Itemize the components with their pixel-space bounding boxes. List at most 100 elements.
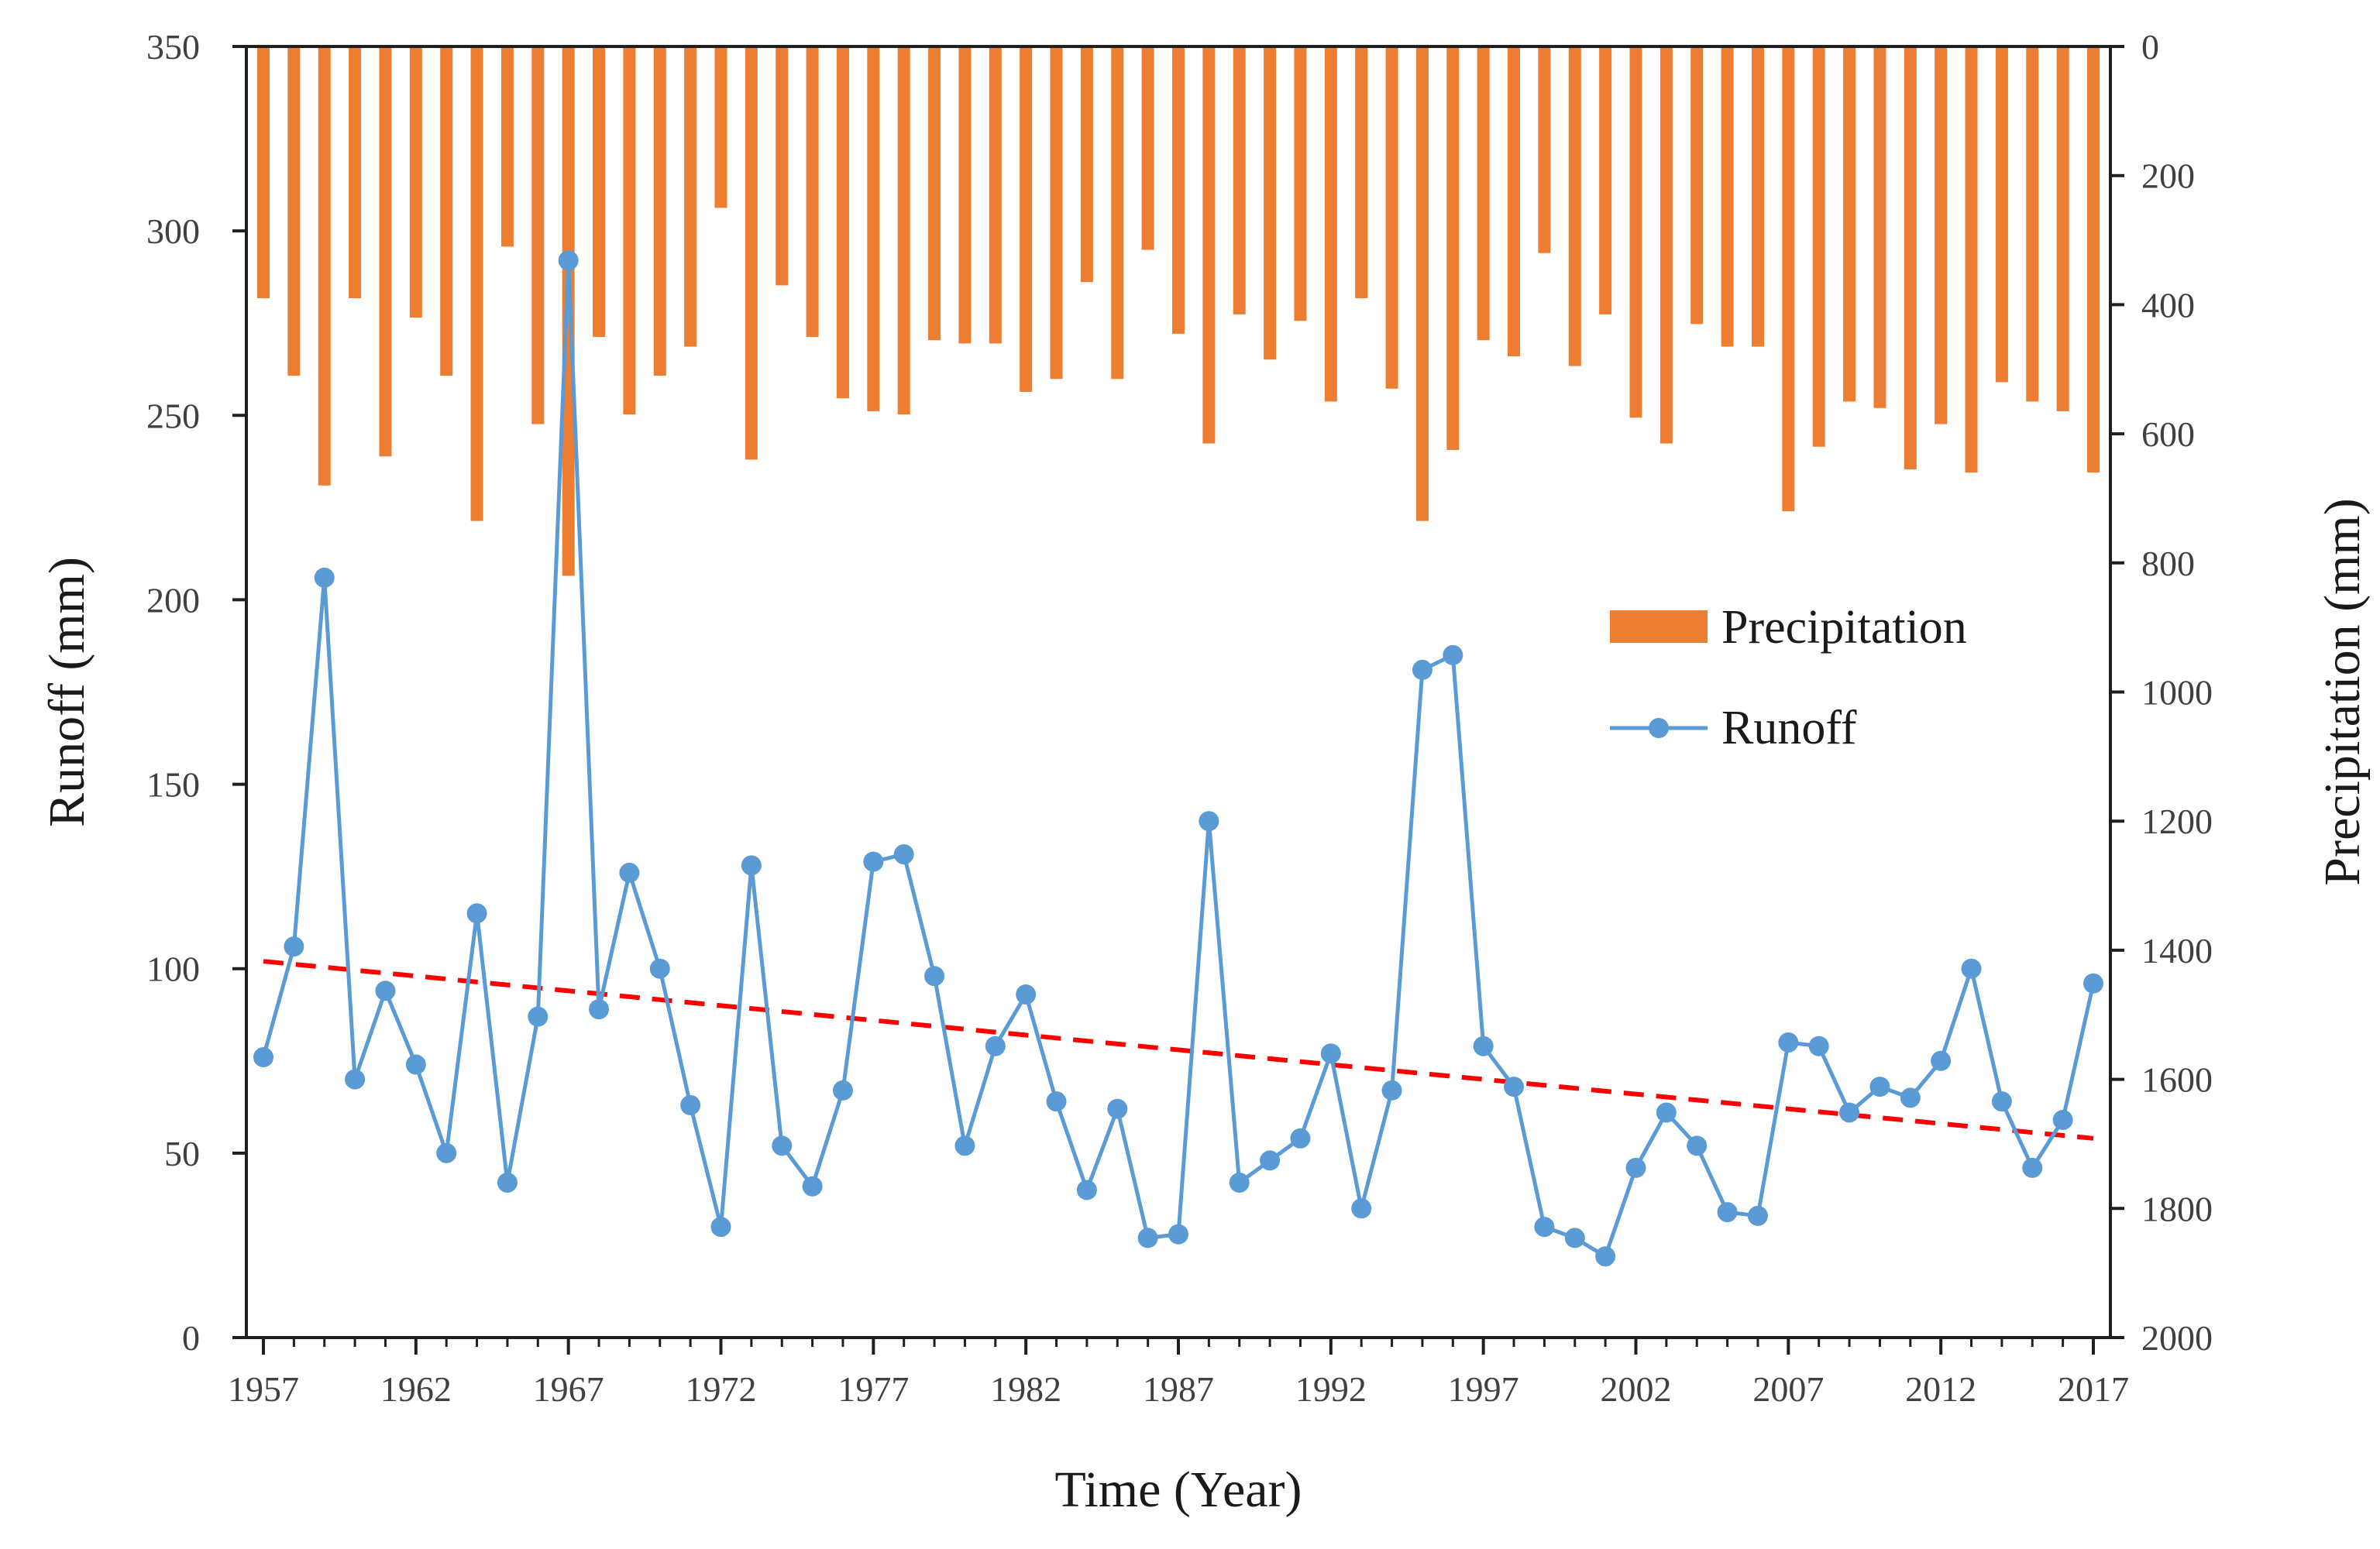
y-left-tick-label: 150 <box>146 765 200 805</box>
runoff-point-1959 <box>314 567 335 588</box>
precipitation-bar-2010 <box>1873 46 1886 408</box>
precipitation-bar-1979 <box>928 46 941 341</box>
y-left-tick-label: 200 <box>146 580 200 620</box>
precipitation-bar-1958 <box>287 46 301 376</box>
precipitation-bar-1972 <box>714 46 727 208</box>
precipitation-bar-1983 <box>1050 46 1063 380</box>
precipitation-bar-2002 <box>1629 46 1642 418</box>
runoff-point-2007 <box>1778 1032 1799 1053</box>
y-right-tick-label: 200 <box>2141 156 2195 196</box>
x-tick-label: 1977 <box>837 1369 909 1409</box>
y-right-axis-title: Precipitation (mm) <box>2314 498 2371 885</box>
runoff-point-1979 <box>924 966 945 987</box>
legend-precipitation-label: Precipitation <box>1721 601 1967 654</box>
runoff-point-1972 <box>710 1217 731 1238</box>
x-tick-label: 2002 <box>1601 1369 1672 1409</box>
precipitation-bar-1997 <box>1477 46 1490 341</box>
precipitation-bar-2000 <box>1568 46 1581 366</box>
runoff-point-1976 <box>832 1080 853 1101</box>
runoff-point-1968 <box>589 999 610 1020</box>
x-tick-label: 1992 <box>1295 1369 1367 1409</box>
runoff-point-1981 <box>985 1036 1006 1056</box>
precipitation-bar-1999 <box>1538 46 1551 253</box>
runoff-point-1983 <box>1046 1091 1067 1112</box>
runoff-point-2016 <box>2052 1109 2073 1130</box>
y-left-tick-label: 300 <box>146 211 200 251</box>
precipitation-bar-1962 <box>409 46 422 318</box>
precipitation-bar-2006 <box>1751 46 1764 347</box>
runoff-point-2010 <box>1869 1077 1890 1097</box>
x-axis-title: Time (Year) <box>1054 1461 1302 1518</box>
runoff-point-1995 <box>1412 659 1432 680</box>
precipitation-bar-1984 <box>1080 46 1093 283</box>
precipitation-bar-2017 <box>2087 46 2100 473</box>
precipitation-bar-1998 <box>1508 46 1521 357</box>
precipitation-bar-1985 <box>1111 46 1124 380</box>
precipitation-bar-1992 <box>1324 46 1337 402</box>
precipitation-bar-1960 <box>349 46 362 299</box>
precipitation-bar-1994 <box>1385 46 1398 389</box>
y-right-tick-label: 2000 <box>2141 1318 2213 1358</box>
runoff-point-2005 <box>1717 1202 1738 1223</box>
runoff-point-2011 <box>1900 1087 1921 1108</box>
runoff-point-1994 <box>1381 1080 1402 1101</box>
runoff-point-1989 <box>1229 1172 1250 1193</box>
runoff-point-1973 <box>741 855 762 876</box>
runoff-trend-layer <box>263 959 2094 1141</box>
runoff-point-2012 <box>1931 1050 1952 1071</box>
precipitation-bar-1981 <box>989 46 1002 344</box>
legend-runoff-label: Runoff <box>1721 702 1857 754</box>
runoff-point-1962 <box>405 1054 426 1075</box>
runoff-point-1997 <box>1473 1036 1494 1056</box>
precipitation-bar-1987 <box>1172 46 1185 334</box>
precipitation-bar-1959 <box>318 46 331 486</box>
runoff-point-1965 <box>497 1172 518 1193</box>
precipitation-bar-1988 <box>1202 46 1216 444</box>
precipitation-bar-2008 <box>1812 46 1825 447</box>
precipitation-bar-1980 <box>958 46 972 344</box>
runoff-point-1971 <box>680 1094 701 1115</box>
runoff-point-1963 <box>436 1142 457 1163</box>
x-tick-label: 1962 <box>380 1369 452 1409</box>
runoff-point-1977 <box>863 851 884 872</box>
precipitation-bar-1978 <box>897 46 910 415</box>
precipitation-bar-1969 <box>623 46 636 415</box>
precipitation-bar-1967 <box>562 46 575 576</box>
precipitation-bar-1995 <box>1415 46 1429 521</box>
y-right-tick-label: 0 <box>2141 27 2159 67</box>
y-right-tick-label: 800 <box>2141 544 2195 583</box>
runoff-point-1969 <box>619 862 640 883</box>
runoff-point-2000 <box>1564 1228 1585 1248</box>
precipitation-bar-1990 <box>1264 46 1277 360</box>
runoff-point-1961 <box>375 981 396 1001</box>
y-left-tick-label: 350 <box>146 27 200 67</box>
precipitation-bar-1961 <box>379 46 392 457</box>
runoff-point-1980 <box>954 1135 975 1156</box>
precipitation-bar-1982 <box>1020 46 1033 392</box>
x-tick-label: 2007 <box>1752 1369 1824 1409</box>
precipitation-bar-1975 <box>806 46 819 338</box>
precipitation-bar-1970 <box>653 46 666 376</box>
x-tick-label: 1972 <box>686 1369 757 1409</box>
y-right-tick-label: 600 <box>2141 414 2195 454</box>
runoff-point-1960 <box>345 1069 366 1090</box>
legend: Precipitation Runoff <box>1610 601 1967 754</box>
precipitation-bar-1996 <box>1446 46 1460 450</box>
runoff-point-1974 <box>772 1135 793 1156</box>
x-tick-label: 1957 <box>228 1369 299 1409</box>
runoff-point-2009 <box>1839 1102 1860 1123</box>
runoff-point-1987 <box>1168 1224 1188 1245</box>
runoff-point-1996 <box>1443 644 1463 665</box>
runoff-point-1991 <box>1290 1128 1311 1149</box>
precipitation-bar-1957 <box>257 46 270 299</box>
y-right-tick-label: 1000 <box>2141 673 2213 713</box>
y-left-tick-label: 250 <box>146 396 200 435</box>
runoff-point-1975 <box>802 1176 823 1197</box>
runoff-series <box>253 250 2103 1267</box>
runoff-point-1982 <box>1016 984 1037 1005</box>
runoff-point-1957 <box>253 1047 273 1068</box>
precipitation-bar-1965 <box>500 46 514 247</box>
runoff-point-2001 <box>1595 1246 1616 1267</box>
